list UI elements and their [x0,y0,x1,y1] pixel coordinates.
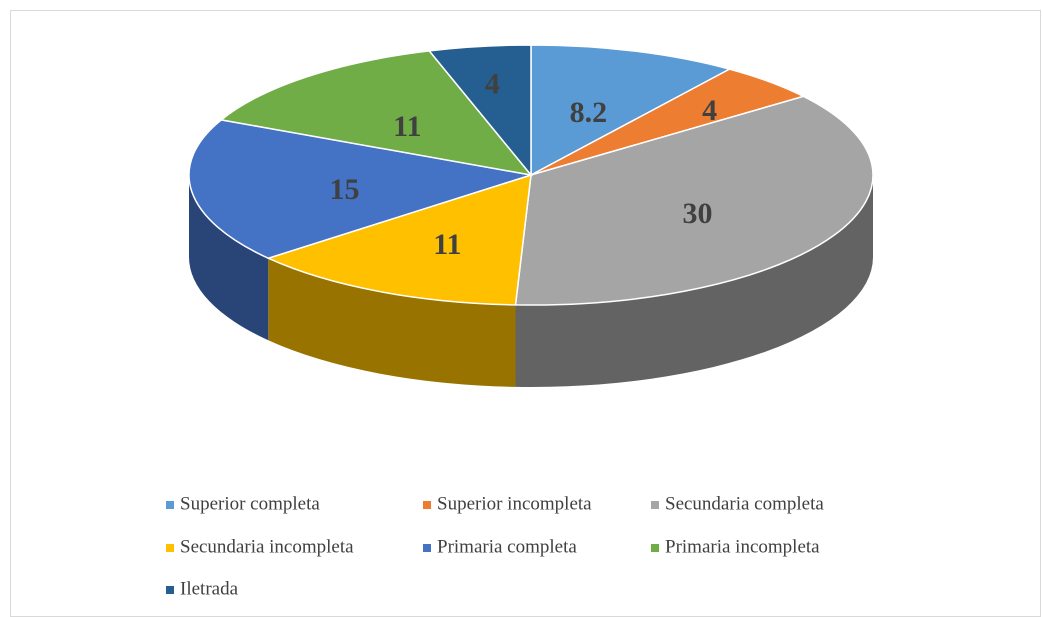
legend-label: Superior incompleta [437,493,592,514]
slice [188,119,532,260]
slice [514,95,874,306]
legend-marker [651,501,659,509]
data-label: 30 [683,197,713,230]
legend-marker [166,586,174,594]
legend-label: Superior completa [180,493,320,514]
legend-label: Iletrada [180,578,239,599]
slice-side [268,258,516,387]
legend-label: Primaria completa [437,536,577,557]
data-label: 4 [702,94,717,127]
legend-marker [651,544,659,552]
legend-marker [423,544,431,552]
data-label: 11 [433,228,461,261]
slice [427,44,532,178]
data-label: 11 [393,110,421,143]
slice [219,50,533,177]
data-label: 8.2 [570,96,608,129]
data-label: 15 [329,173,359,206]
legend-label: Secundaria completa [665,493,824,514]
legend-marker [166,544,174,552]
slice-side [515,175,873,387]
legend-label: Secundaria incompleta [180,536,354,557]
legend-marker [166,501,174,509]
legend-label: Primaria incompleta [665,536,820,557]
data-label: 4 [485,68,500,101]
slice [266,173,532,306]
slice-side [189,175,269,341]
slice [530,44,732,177]
legend-marker [423,501,431,509]
